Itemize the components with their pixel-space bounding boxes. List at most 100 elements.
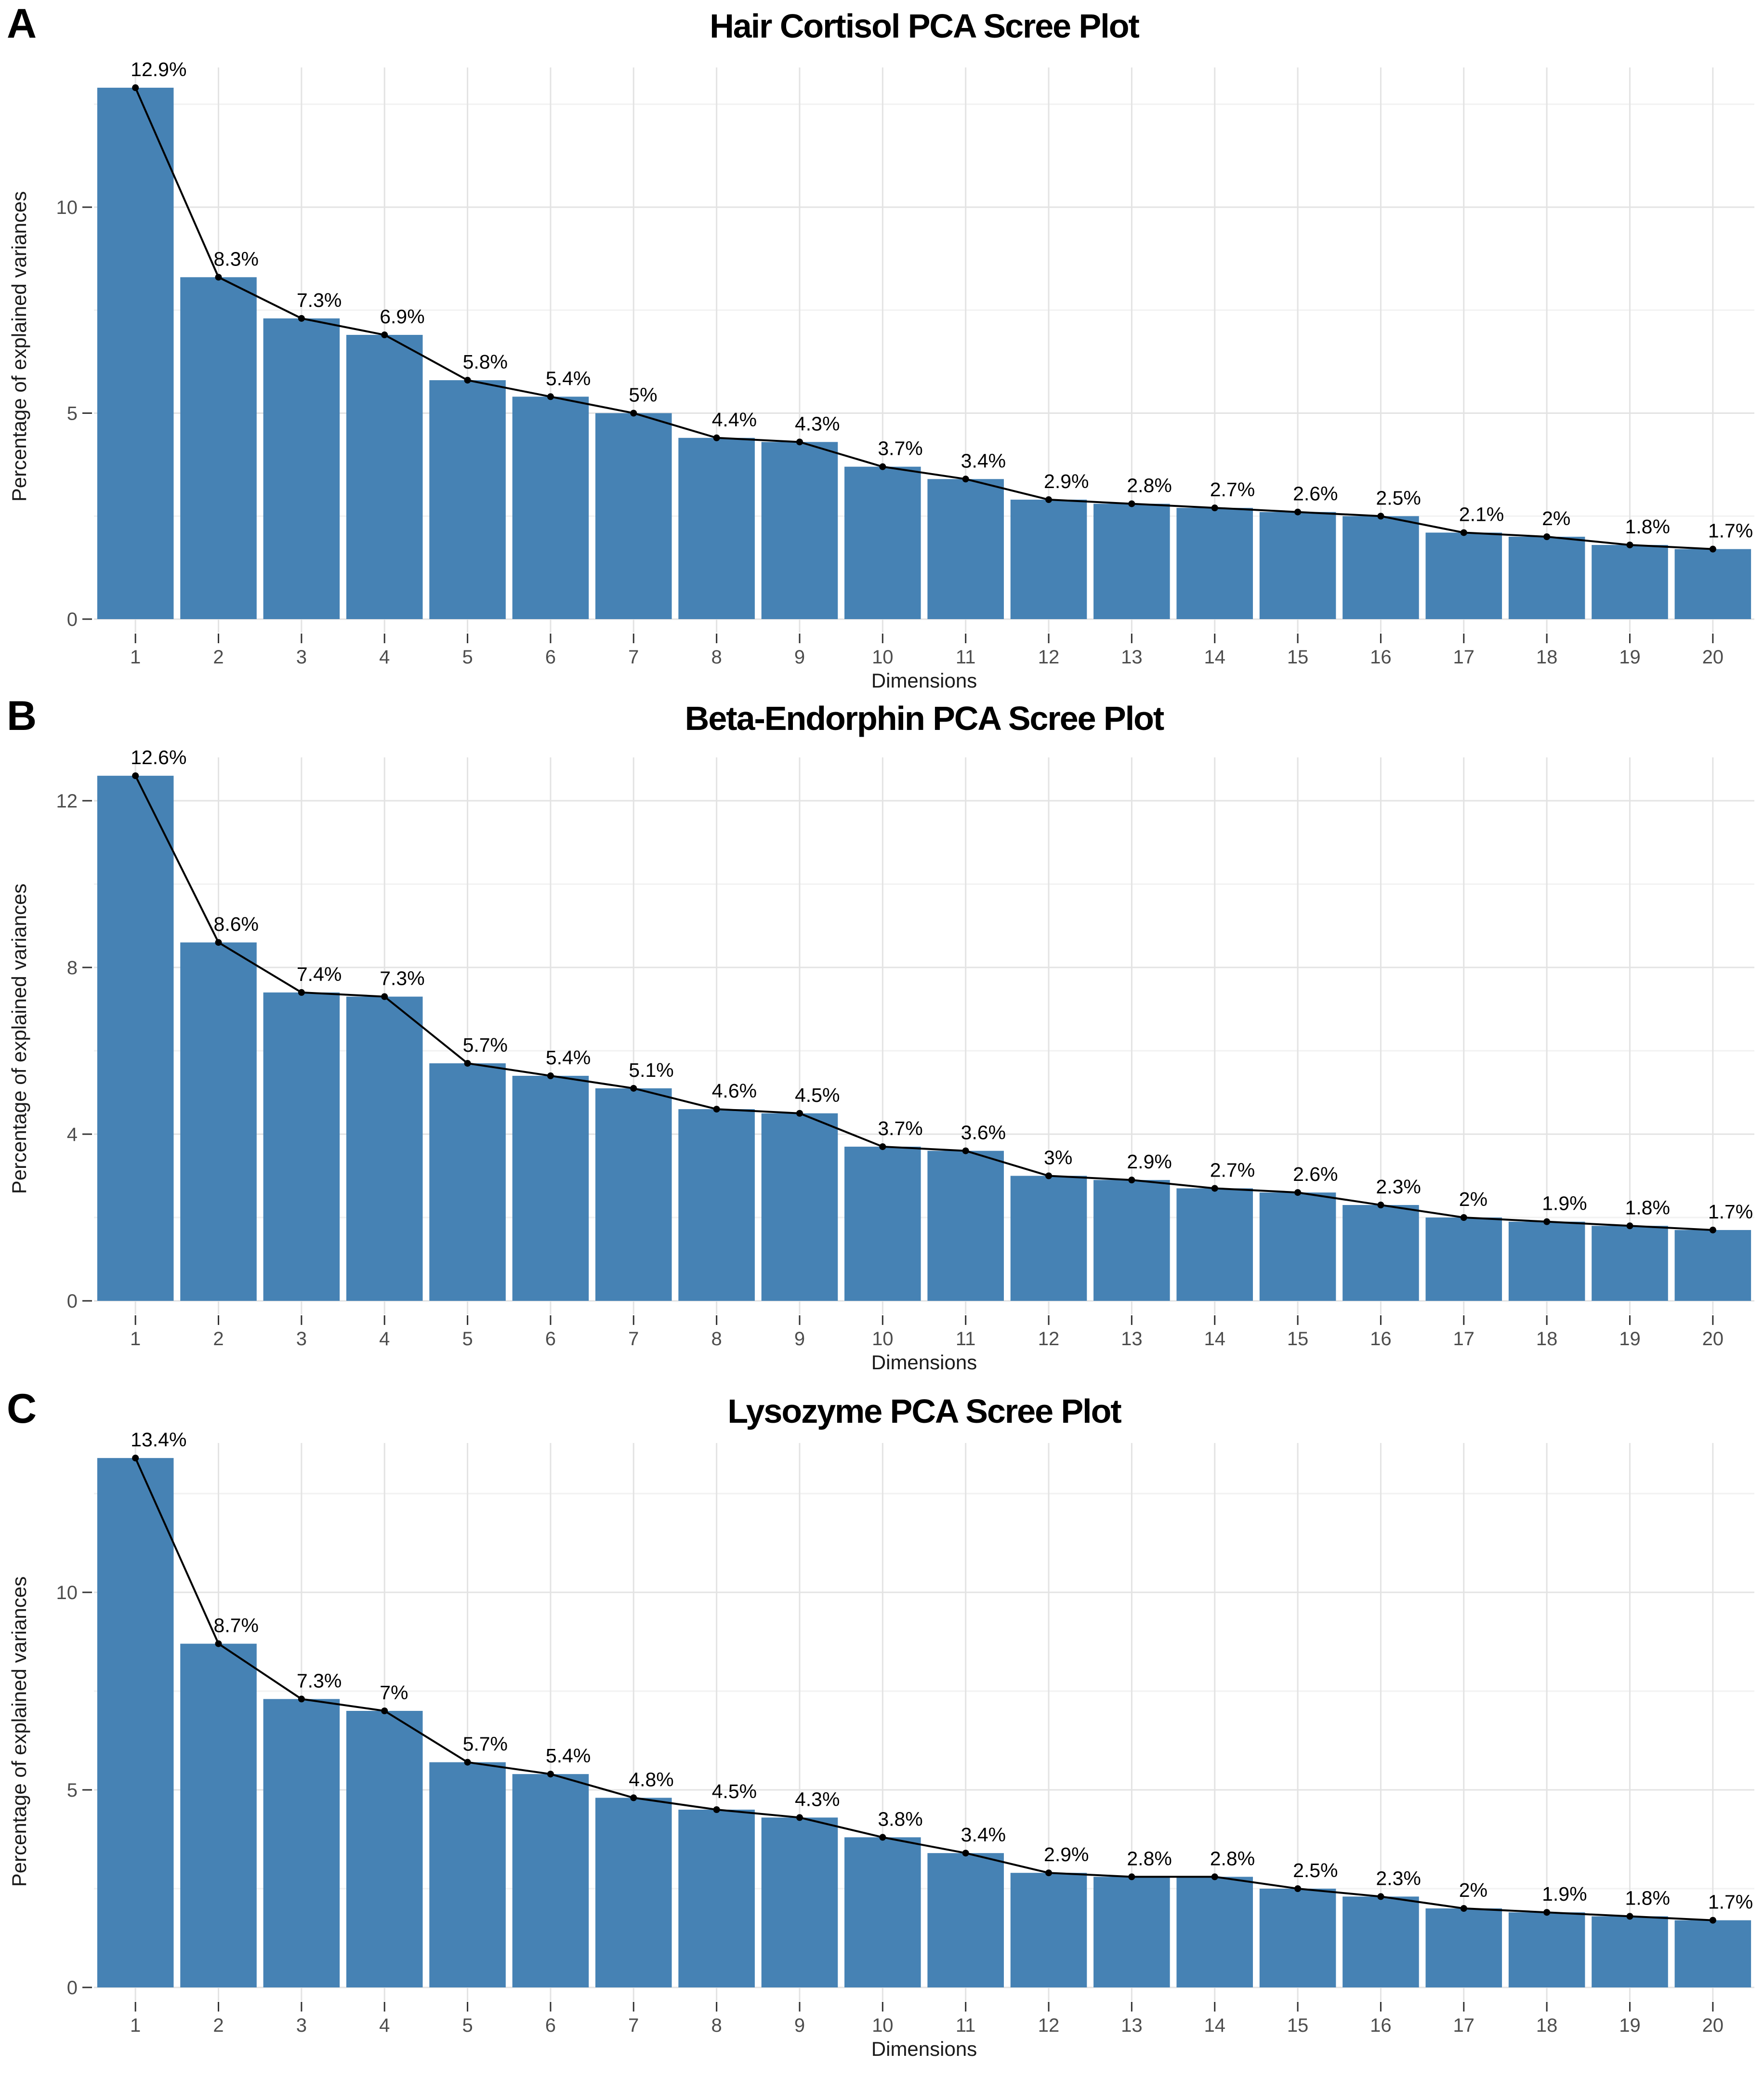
x-tick-label: 13: [1121, 1328, 1143, 1350]
x-tick-label: 14: [1204, 2015, 1225, 2036]
x-tick-label: 3: [296, 2015, 307, 2036]
x-tick-label: 4: [379, 2015, 390, 2036]
scree-point-10: [879, 463, 886, 470]
y-tick-label: 10: [56, 1582, 78, 1603]
scree-point-16: [1377, 513, 1384, 520]
bar-dimension-14: [1176, 1877, 1253, 1987]
scree-point-6: [547, 393, 554, 400]
point-label-14: 2.7%: [1210, 1159, 1255, 1181]
chart-title-hair-cortisol: Hair Cortisol PCA Scree Plot: [710, 7, 1140, 45]
bar-dimension-17: [1425, 1908, 1502, 1987]
x-tick-label: 8: [711, 1328, 722, 1350]
scree-point-10: [879, 1834, 886, 1841]
bar-dimension-3: [263, 1699, 340, 1987]
x-tick-label: 2: [213, 2015, 224, 2036]
point-label-6: 5.4%: [546, 1046, 591, 1069]
scree-line: [134, 87, 1713, 550]
bar-dimension-10: [844, 466, 921, 619]
point-label-15: 2.6%: [1293, 1163, 1338, 1185]
x-tick-label: 16: [1370, 1328, 1392, 1350]
bar-dimension-16: [1343, 1896, 1419, 1987]
scree-point-3: [298, 989, 305, 996]
x-tick-label: 11: [956, 2015, 976, 2036]
scree-point-18: [1543, 1909, 1551, 1916]
y-axis-title: Percentage of explained variances: [8, 1576, 30, 1887]
bar-dimension-2: [180, 942, 257, 1301]
point-label-11: 3.4%: [961, 450, 1006, 472]
scree-point-4: [381, 993, 388, 1000]
bar-dimension-3: [263, 992, 340, 1301]
bar-dimension-9: [761, 442, 838, 619]
point-label-4: 7.3%: [380, 967, 424, 990]
scree-point-5: [464, 1059, 471, 1067]
point-label-5: 5.7%: [463, 1733, 508, 1755]
scree-point-12: [1045, 1869, 1053, 1877]
point-label-4: 7%: [380, 1681, 408, 1704]
bar-dimension-20: [1674, 1920, 1751, 1987]
scree-point-13: [1128, 500, 1135, 507]
point-label-19: 1.8%: [1625, 516, 1670, 538]
point-label-2: 8.7%: [214, 1615, 259, 1637]
x-tick-label: 5: [462, 2015, 473, 2036]
x-tick-label: 18: [1536, 1328, 1558, 1350]
point-label-10: 3.7%: [878, 1117, 922, 1139]
point-label-1: 12.9%: [131, 58, 186, 80]
point-label-19: 1.8%: [1625, 1196, 1670, 1218]
scree-point-16: [1377, 1202, 1384, 1209]
x-tick-label: 19: [1619, 647, 1641, 668]
bar-dimension-14: [1176, 1188, 1253, 1301]
x-tick-label: 11: [956, 1328, 976, 1350]
point-label-3: 7.4%: [297, 963, 342, 985]
point-label-6: 5.4%: [546, 1745, 591, 1767]
point-label-13: 2.8%: [1127, 475, 1172, 497]
scree-point-17: [1460, 529, 1467, 536]
lysozyme-scree-chart: 13.4%8.7%7.3%7%5.7%5.4%4.8%4.5% 4.3%3.8%3…: [56, 1429, 1754, 2036]
bar-dimension-6: [512, 1075, 589, 1301]
y-tick-label: 0: [67, 609, 78, 630]
scree-point-4: [381, 331, 388, 339]
x-tick-label: 9: [794, 647, 805, 668]
scree-point-19: [1626, 1222, 1633, 1230]
x-tick-label: 5: [462, 1328, 473, 1350]
point-label-9: 4.5%: [795, 1084, 840, 1106]
point-label-15: 2.5%: [1293, 1859, 1338, 1881]
bar-dimension-9: [761, 1817, 838, 1987]
bar-dimension-4: [346, 335, 423, 619]
scree-point-8: [713, 1106, 720, 1113]
point-label-19: 1.8%: [1625, 1887, 1670, 1909]
point-label-7: 5%: [629, 384, 657, 406]
x-tick-label: 11: [956, 647, 976, 668]
bar-dimension-12: [1010, 1873, 1087, 1987]
point-label-11: 3.6%: [961, 1122, 1006, 1144]
scree-point-19: [1626, 1913, 1633, 1920]
scree-point-15: [1294, 1885, 1302, 1892]
y-tick-label: 5: [67, 1780, 78, 1801]
scree-point-15: [1294, 508, 1302, 516]
panel-beta-endorphin: 12.6% 8.6% 7.4% 7.3% 5.7% 5.4% 5.1% 4.6% 4.5% 3.7…: [0, 692, 1764, 1385]
scree-point-1: [132, 1455, 139, 1462]
scree-point-11: [962, 1850, 969, 1857]
scree-point-1: [132, 772, 139, 780]
point-label-10: 3.8%: [878, 1808, 922, 1830]
point-label-9: 4.3%: [795, 1788, 840, 1810]
hair-cortisol-scree-chart: 12.9%8.3%7.3%6.9%5.8%5.4%5%4.4% 4.3%3.7%3…: [56, 58, 1754, 668]
y-tick-label: 10: [56, 197, 78, 218]
point-label-8: 4.5%: [712, 1780, 757, 1802]
scree-point-14: [1211, 1873, 1218, 1880]
x-tick-label: 1: [130, 1328, 141, 1350]
point-label-1: 12.6%: [131, 746, 186, 768]
x-tick-label: 10: [872, 1328, 894, 1350]
bar-dimension-9: [761, 1113, 838, 1301]
scree-point-2: [215, 274, 222, 281]
bar-dimension-4: [346, 996, 423, 1301]
point-label-7: 4.8%: [629, 1768, 673, 1790]
bar-dimension-11: [927, 1151, 1004, 1301]
x-tick-label: 12: [1038, 1328, 1060, 1350]
point-label-7: 5.1%: [629, 1059, 673, 1081]
bar-dimension-3: [263, 318, 340, 619]
bar-dimension-7: [595, 1798, 672, 1987]
chart-title-beta-endorphin: Beta-Endorphin PCA Scree Plot: [685, 700, 1164, 737]
point-label-12: 2.9%: [1044, 1843, 1089, 1866]
bar-dimension-20: [1674, 549, 1751, 619]
scree-point-12: [1045, 1172, 1053, 1179]
